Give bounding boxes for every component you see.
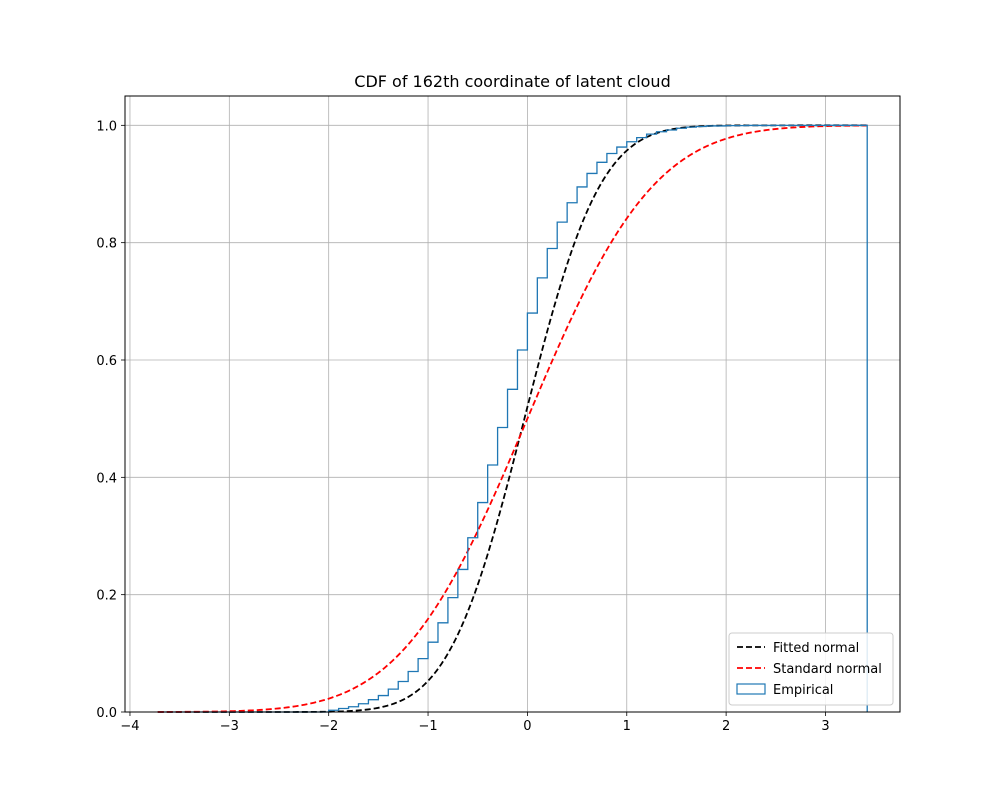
- x-tick-label: −2: [319, 719, 338, 734]
- y-tick-label: 0.4: [96, 471, 117, 486]
- x-tick-label: 2: [722, 719, 730, 734]
- legend-label-empirical: Empirical: [773, 683, 833, 698]
- legend-label-fitted-normal: Fitted normal: [773, 641, 859, 656]
- y-tick-label: 0.2: [96, 589, 117, 604]
- legend: Fitted normal Standard normal Empirical: [728, 632, 894, 706]
- legend-box: [728, 632, 894, 706]
- y-tick-label: 0.8: [96, 237, 117, 252]
- y-tick-label: 0.6: [96, 354, 117, 369]
- x-tick-label: −4: [120, 719, 139, 734]
- empirical-step-line: [157, 124, 868, 713]
- legend-label-standard-normal: Standard normal: [773, 662, 882, 677]
- legend-swatch-empirical: [736, 683, 766, 695]
- x-tick-label: −1: [418, 719, 437, 734]
- standard-normal-line: [157, 124, 868, 713]
- x-tick-label: 3: [821, 719, 829, 734]
- tick-layer: −4 −3 −2 −1 0 1 2 3 0.0 0.2 0.4 0.6 0.8 1.0: [96, 119, 829, 734]
- x-tick-label: −3: [220, 719, 239, 734]
- x-tick-label: 0: [523, 719, 531, 734]
- x-tick-label: 1: [623, 719, 631, 734]
- y-tick-label: 1.0: [96, 119, 117, 134]
- chart-title: CDF of 162th coordinate of latent cloud: [354, 72, 670, 91]
- plot-area-frame: [124, 95, 901, 713]
- y-tick-label: 0.0: [96, 706, 117, 721]
